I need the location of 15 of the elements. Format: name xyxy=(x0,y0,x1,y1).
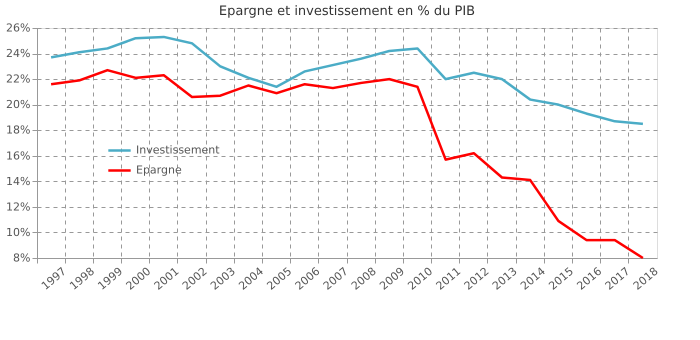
line-series xyxy=(50,36,644,126)
legend-label: Investissement xyxy=(136,144,220,156)
y-tick-label: 14% xyxy=(6,174,30,188)
line-series xyxy=(50,68,644,260)
chart-title: Epargne et investissement en % du PIB xyxy=(218,4,476,19)
y-tick-label: 8% xyxy=(13,252,30,264)
legend-label: Epargne xyxy=(136,164,182,176)
y-tick-label: 12% xyxy=(6,200,30,214)
y-tick-label: 24% xyxy=(6,47,30,60)
y-tick-label: 10% xyxy=(6,226,30,239)
y-tick-label: 22% xyxy=(6,72,30,86)
y-tick-label: 20% xyxy=(6,98,30,112)
y-tick-label: 18% xyxy=(6,124,30,137)
y-tick-label: 26% xyxy=(6,22,30,34)
y-tick-label: 16% xyxy=(6,149,30,162)
